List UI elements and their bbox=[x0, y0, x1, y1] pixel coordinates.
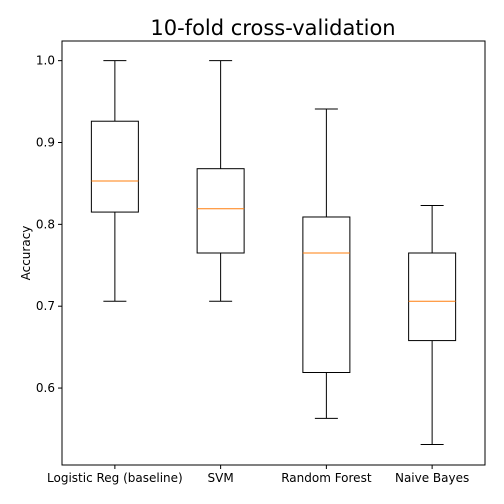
y-tick-label: 0.9 bbox=[36, 135, 55, 149]
box-iqr bbox=[408, 252, 457, 342]
x-tick-label: Logistic Reg (baseline) bbox=[47, 471, 183, 485]
y-tick-label: 0.8 bbox=[36, 217, 55, 231]
x-tick-label: Naive Bayes bbox=[395, 471, 469, 485]
x-tick-label: Random Forest bbox=[281, 471, 372, 485]
plot-frame bbox=[61, 40, 486, 466]
y-tick-label: 0.6 bbox=[36, 381, 55, 395]
plot-area: 0.6 0.7 0.8 0.9 1.0 Logistic Reg (baseline) SV… bbox=[36, 40, 486, 485]
chart-title: 10-fold cross-validation bbox=[150, 16, 395, 40]
x-tick-label: SVM bbox=[208, 471, 234, 485]
y-tick-label: 1.0 bbox=[36, 54, 55, 68]
y-axis-label: Accuracy bbox=[19, 226, 33, 281]
box-iqr bbox=[196, 168, 245, 254]
box-iqr bbox=[302, 216, 351, 374]
box-iqr bbox=[90, 120, 139, 213]
y-tick-label: 0.7 bbox=[36, 299, 55, 313]
